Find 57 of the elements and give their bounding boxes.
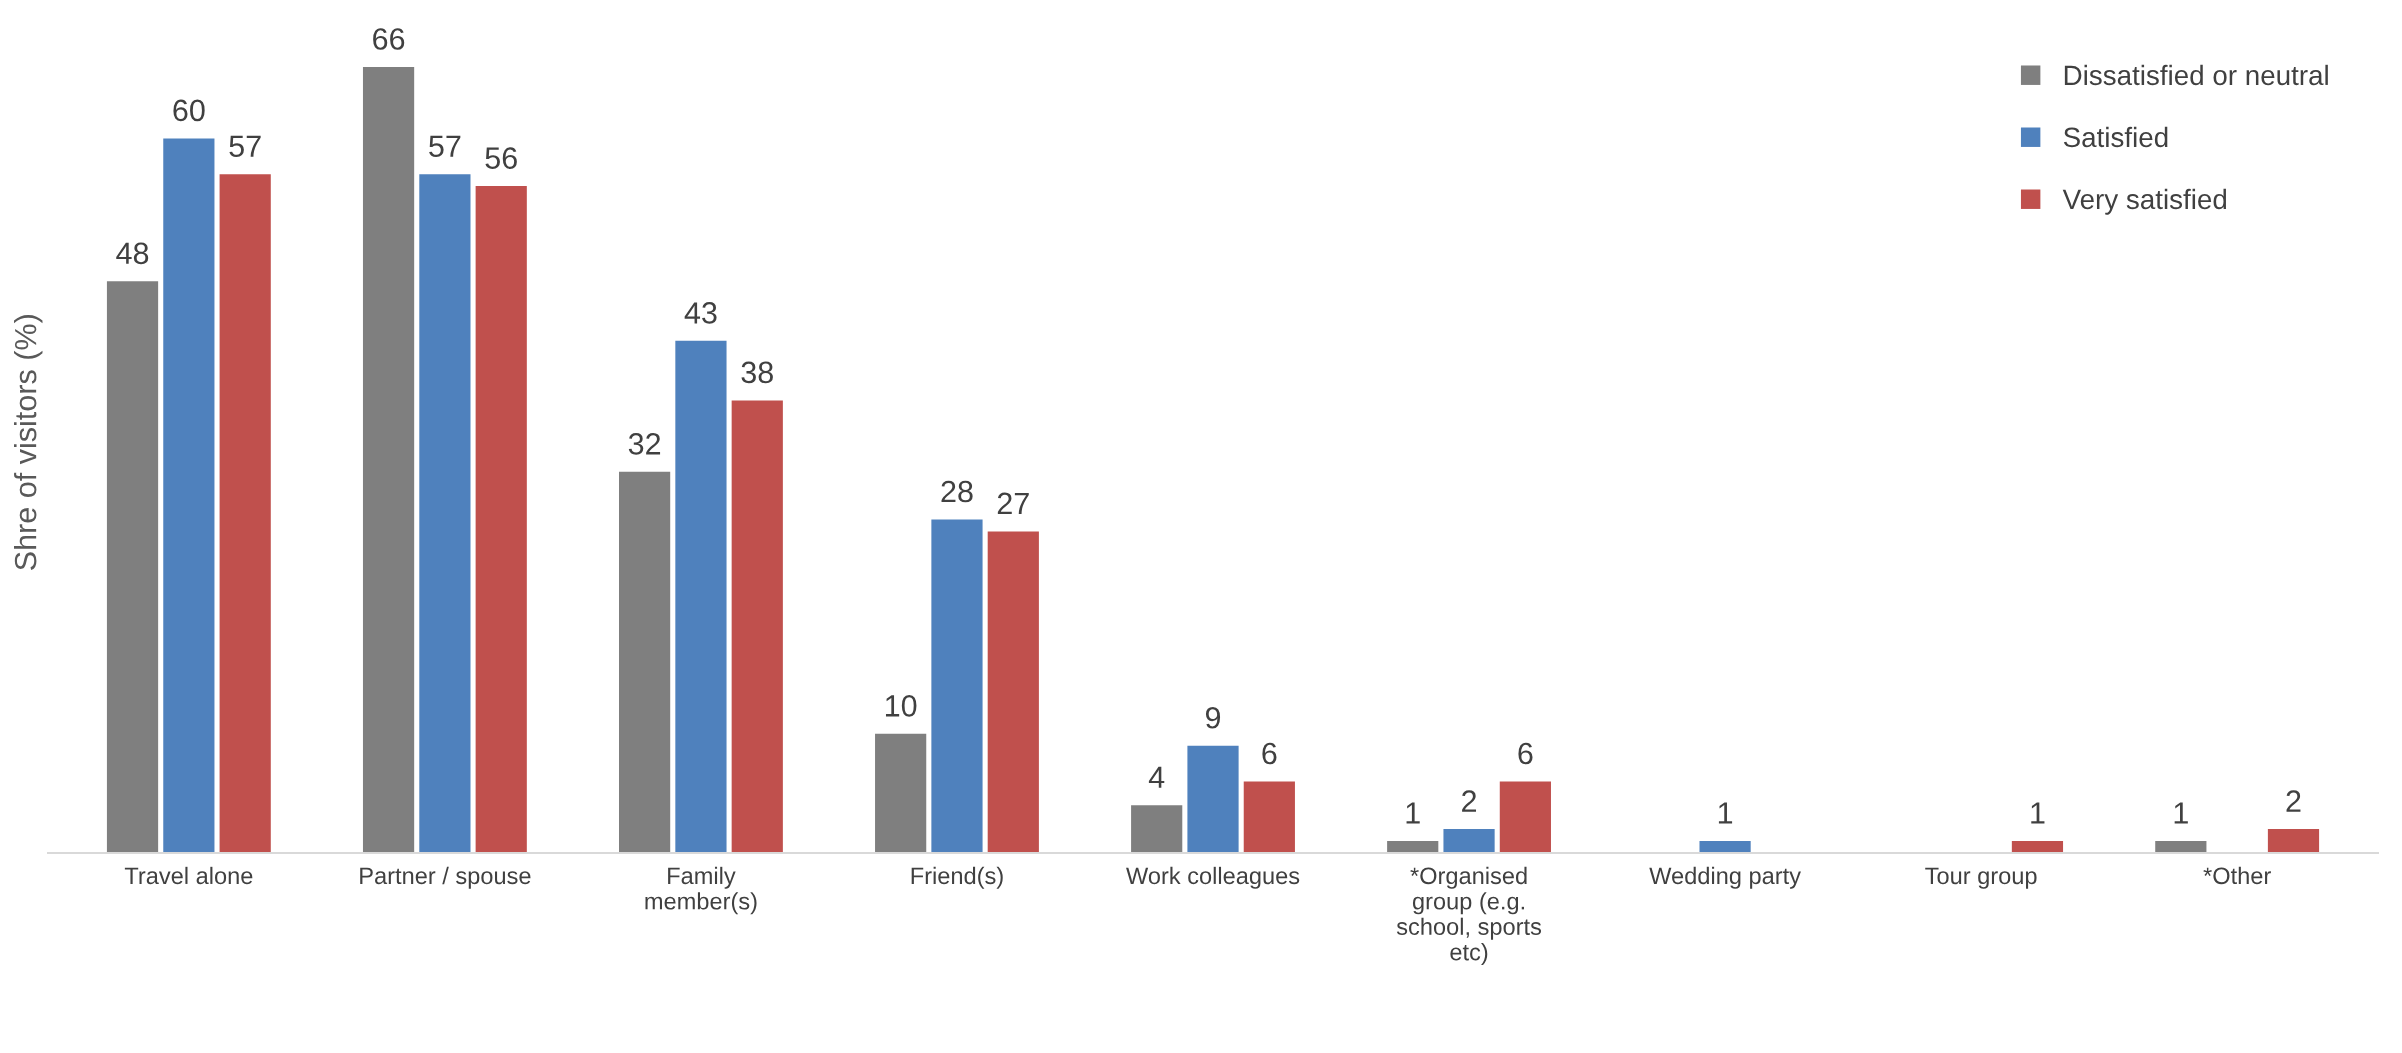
bar: [419, 174, 471, 853]
data-label: 1: [1406, 802, 1420, 824]
data-label: 2: [1462, 790, 1477, 812]
bar: [1131, 805, 1183, 853]
data-label: 66: [373, 28, 405, 50]
bar: [1499, 781, 1551, 853]
bar: [475, 186, 527, 853]
bar: [219, 174, 271, 853]
data-label: 28: [941, 480, 973, 503]
bar: [931, 519, 983, 853]
x-tick-label: Work colleagues: [1126, 866, 1300, 889]
x-tick-label: Travel alone: [124, 866, 253, 885]
legend-label: Satisfied: [2063, 126, 2168, 148]
x-tick-label: Wedding party: [1649, 866, 1801, 889]
data-label: 2: [2286, 790, 2301, 812]
x-tick-label: Partner / spouse: [360, 866, 531, 889]
bar: [2011, 841, 2064, 853]
data-label: 27: [997, 492, 1029, 514]
data-label: 1: [2031, 802, 2045, 824]
data-label: 32: [628, 433, 661, 455]
data-label: 56: [485, 147, 517, 169]
bar: [1187, 745, 1239, 853]
data-label: 38: [741, 361, 773, 384]
bar: [731, 400, 783, 853]
data-label: 60: [173, 99, 205, 122]
bar: [163, 138, 215, 853]
bar: [675, 340, 727, 853]
data-label: 4: [1148, 766, 1165, 788]
data-label: 6: [1262, 742, 1277, 765]
bar: [106, 281, 159, 853]
data-label: 43: [684, 302, 717, 324]
bar: [619, 471, 671, 853]
data-label: 57: [429, 135, 461, 157]
legend-label: Dissatisfied or neutral: [2064, 64, 2328, 86]
bar: [2155, 841, 2207, 853]
bar: [875, 733, 927, 853]
x-tick-label: Friend(s): [911, 866, 1003, 889]
data-label: 1: [1718, 802, 1733, 824]
data-label: 48: [116, 242, 149, 265]
data-label: 9: [1205, 706, 1221, 729]
data-label: 1: [2174, 802, 2188, 824]
bar: [362, 66, 415, 853]
bar: [1387, 841, 1439, 853]
bar: [1443, 829, 1495, 853]
y-axis-title: Shre of visitors (%): [14, 315, 43, 570]
x-tick-label: Family member(s): [645, 866, 757, 915]
x-tick-label: Tour group: [1925, 867, 2037, 889]
data-label: 6: [1518, 742, 1533, 765]
data-label: 57: [229, 135, 261, 157]
bar: [1699, 841, 1751, 853]
x-tick-label: *Organised group (e.g. school, sports etc): [1396, 866, 1542, 966]
legend-label: Very satisfied: [2062, 188, 2227, 215]
data-label: 10: [885, 695, 917, 717]
bar: [987, 531, 1039, 853]
x-tick-label: *Other: [2203, 866, 2271, 885]
bar: [2267, 829, 2320, 853]
bar: [1243, 781, 1295, 853]
